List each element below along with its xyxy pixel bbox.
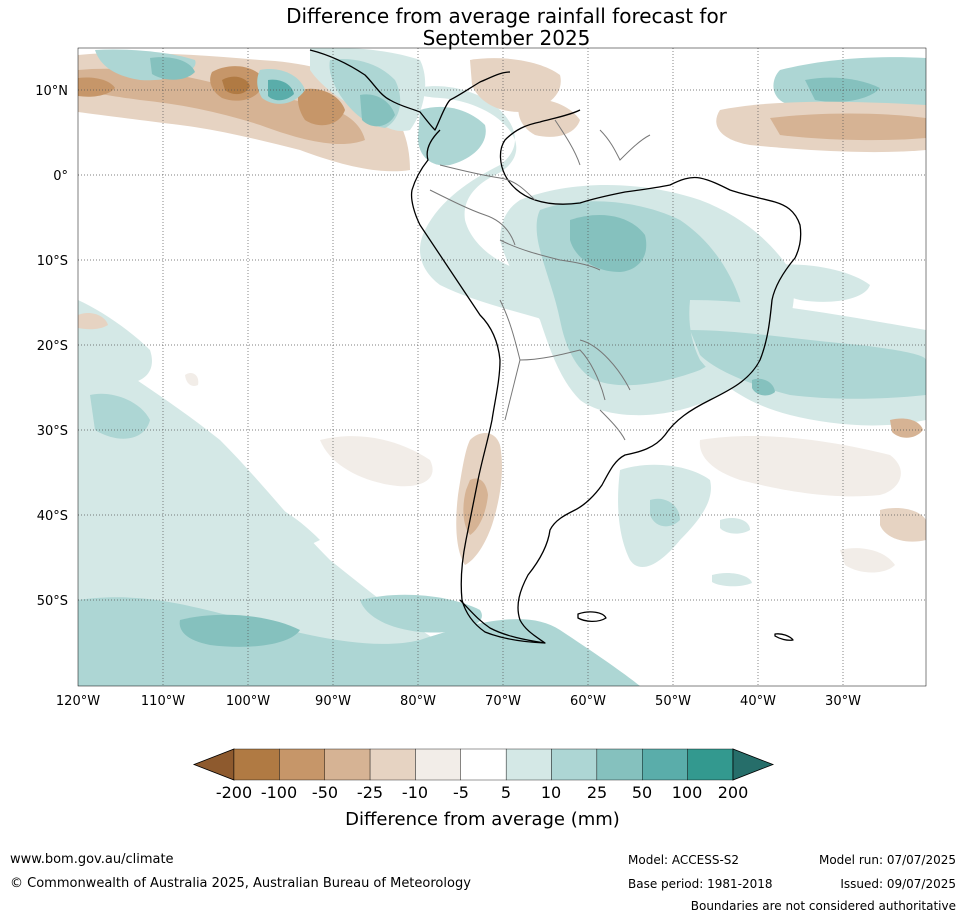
colorbar-tick-label: 100 (671, 783, 703, 802)
lon-label: 90°W (315, 694, 351, 709)
issued-text: Issued: 09/07/2025 (840, 877, 956, 891)
colorbar-swatch (505, 748, 552, 781)
model-run-text: Model run: 07/07/2025 (818, 853, 956, 867)
lon-label: 50°W (655, 694, 691, 709)
boundaries-disclaimer: Boundaries are not considered authoritat… (690, 899, 956, 913)
anomaly-region (880, 508, 926, 542)
lat-label: 0° (53, 169, 68, 184)
colorbar-swatch (460, 748, 507, 781)
map-frame (77, 47, 927, 687)
central-america-coast (309, 49, 511, 131)
colorbar-tick-label: -50 (311, 783, 339, 802)
graticule (78, 48, 926, 686)
colorbar-swatch (596, 748, 643, 781)
anomaly-fields (78, 48, 926, 686)
anomaly-region (890, 418, 923, 438)
lon-label: 70°W (485, 694, 521, 709)
south-america-coast (410, 109, 802, 644)
colorbar-tick-label: -200 (215, 783, 253, 802)
lat-label: 10°S (37, 254, 68, 269)
anomaly-region (78, 340, 640, 686)
model-text: Model: ACCESS-S2 (628, 853, 740, 867)
colorbar-swatch (233, 748, 280, 781)
latitude-labels: 10°N 0° 10°S 20°S 30°S 40°S 50°S (35, 84, 68, 609)
colorbar-tick-label: -10 (401, 783, 429, 802)
colorbar-arrow-high (732, 748, 775, 781)
colorbar-swatch (642, 748, 688, 781)
lat-label: 20°S (37, 339, 68, 354)
colorbar-tick-label: -25 (356, 783, 384, 802)
copyright-text: © Commonwealth of Australia 2025, Austra… (10, 876, 471, 891)
colorbar-arrow-low (192, 748, 235, 781)
longitude-labels: 120°W 110°W 100°W 90°W 80°W 70°W 60°W 50… (56, 694, 861, 709)
anomaly-region (699, 435, 901, 497)
colorbar-tick-label: 200 (717, 783, 749, 802)
colorbar-swatch (279, 748, 325, 781)
colorbar-tick-label: 25 (586, 783, 608, 802)
anomaly-region (770, 113, 926, 141)
falkland-islands (577, 611, 607, 623)
anomaly-region (712, 572, 752, 587)
colorbar-swatch (324, 748, 371, 781)
anomaly-region (78, 466, 320, 562)
colorbar-tick-label: -5 (453, 783, 469, 802)
anomaly-region (78, 68, 365, 145)
anomaly-region (752, 378, 775, 396)
anomaly-region (360, 94, 395, 127)
anomaly-region (805, 77, 880, 102)
anomaly-region (360, 594, 482, 633)
anomaly-region (570, 215, 647, 272)
anomaly-region (840, 548, 895, 573)
lat-label: 30°S (37, 424, 68, 439)
country-borders (429, 119, 651, 441)
anomaly-region (90, 393, 150, 439)
colorbar-title: Difference from average (mm) (345, 809, 620, 830)
colorbar-tick-label: -100 (260, 783, 298, 802)
colorbar-tick-label: 5 (500, 783, 512, 802)
anomaly-region (410, 86, 552, 320)
lon-label: 100°W (226, 694, 270, 709)
anomaly-region (769, 264, 870, 302)
anomaly-region (268, 79, 294, 101)
colorbar-tick-label: 50 (631, 783, 653, 802)
colorbar-tick-label: 10 (540, 783, 562, 802)
lat-label: 40°S (37, 509, 68, 524)
south-georgia (774, 633, 794, 641)
tierra-del-fuego (459, 599, 546, 644)
anomaly-region (185, 373, 199, 386)
base-period-text: Base period: 1981-2018 (628, 877, 773, 891)
anomaly-region (470, 58, 561, 112)
colorbar (192, 748, 775, 781)
anomaly-region (150, 57, 195, 80)
colorbar-swatch (687, 748, 734, 781)
lon-label: 110°W (141, 694, 185, 709)
coastlines (309, 49, 802, 644)
anomaly-region (78, 313, 108, 330)
lon-label: 30°W (825, 694, 861, 709)
website-link[interactable]: www.bom.gov.au/climate (10, 852, 174, 867)
anomaly-region (320, 436, 433, 487)
lon-label: 60°W (570, 694, 606, 709)
lon-label: 80°W (400, 694, 436, 709)
anomaly-region (78, 77, 115, 97)
colorbar-swatch (415, 748, 462, 781)
anomaly-region (179, 614, 300, 647)
anomaly-region (650, 498, 680, 527)
lat-label: 10°N (35, 84, 68, 99)
lat-label: 50°S (37, 594, 68, 609)
colorbar-swatch (369, 748, 416, 781)
map-title-line-1: Difference from average rainfall forecas… (286, 4, 727, 28)
map-title-line-2: September 2025 (422, 26, 591, 50)
anomaly-region (418, 106, 486, 166)
lon-label: 40°W (740, 694, 776, 709)
anomaly-region (518, 98, 580, 137)
colorbar-swatch (551, 748, 598, 781)
anomaly-region (297, 88, 345, 126)
anomaly-region (720, 518, 750, 534)
lon-label: 120°W (56, 694, 100, 709)
anomaly-region (690, 330, 926, 399)
